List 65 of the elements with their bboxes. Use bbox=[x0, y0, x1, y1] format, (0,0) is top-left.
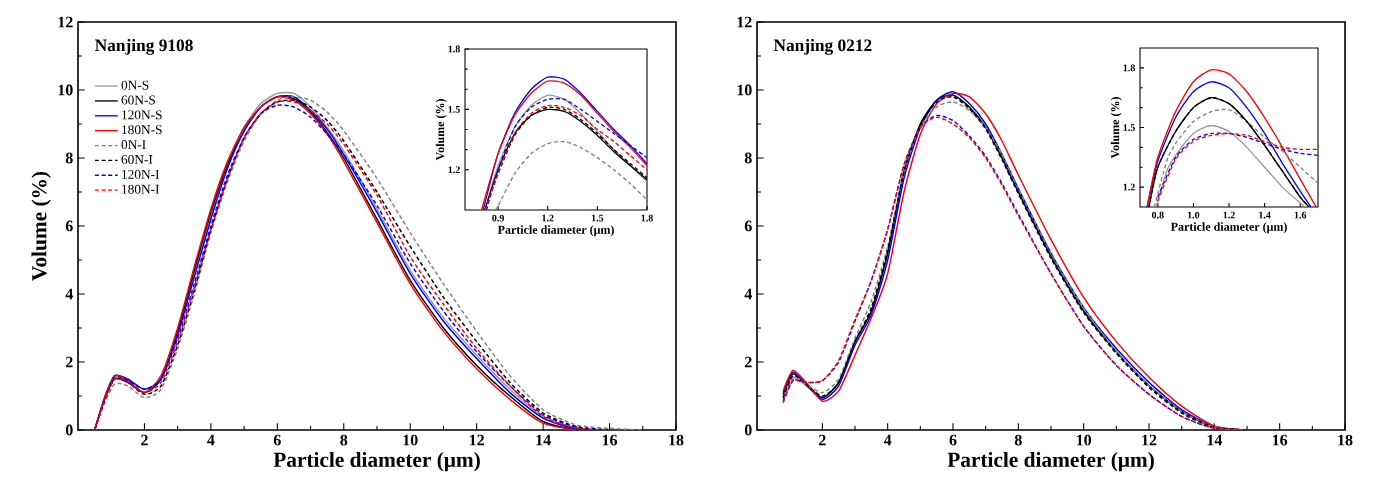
x-tick-label: 10 bbox=[403, 434, 418, 446]
x-tick-label: 18 bbox=[669, 434, 684, 446]
text: Nanjing 9108 bbox=[95, 38, 193, 55]
legend-label: 120N-S bbox=[122, 110, 162, 120]
x-tick-label: 4 bbox=[207, 434, 215, 446]
x-axis-title: Particle diameter (μm) bbox=[1170, 222, 1287, 234]
y-tick-label: 1.5 bbox=[448, 106, 460, 113]
y-tick-label: 1.2 bbox=[448, 166, 460, 174]
y-tick-label: 2 bbox=[65, 356, 73, 368]
line-series bbox=[494, 140, 648, 210]
x-tick-label: 4 bbox=[883, 434, 892, 446]
x-tick-label: 16 bbox=[602, 434, 618, 446]
x-tick-label: 14 bbox=[536, 434, 551, 446]
y-tick-label: 1.5 bbox=[1123, 124, 1135, 131]
x-tick-label: 6 bbox=[273, 434, 281, 446]
x-tick-label: 1.2 bbox=[542, 214, 554, 222]
y-tick-label: 0 bbox=[65, 424, 73, 436]
legend-label: 180N-S bbox=[122, 125, 162, 135]
x-tick-label: 1.6 bbox=[1294, 211, 1307, 219]
x-tick-label: 12 bbox=[469, 434, 484, 446]
y-tick-label: 1.8 bbox=[448, 45, 460, 53]
legend-label: 0N-S bbox=[121, 80, 149, 90]
x-tick-label: 1.8 bbox=[641, 214, 653, 222]
y-tick-label: 2 bbox=[744, 356, 752, 368]
x-tick-label: 0.9 bbox=[492, 214, 504, 222]
x-tick-label: 14 bbox=[1207, 434, 1223, 446]
x-axis-title: Particle diameter (μm) bbox=[497, 225, 614, 237]
y-tick-label: 8 bbox=[744, 152, 752, 164]
y-tick-label: 10 bbox=[737, 84, 752, 96]
text: Nanjing 0212 bbox=[773, 38, 872, 55]
x-tick-label: 1.4 bbox=[1259, 211, 1271, 219]
x-tick-label: 8 bbox=[1014, 434, 1022, 446]
x-tick-label: 2 bbox=[819, 434, 826, 446]
x-tick-label: 0.8 bbox=[1151, 211, 1164, 219]
x-tick-label: 1.0 bbox=[1187, 211, 1200, 219]
legend-label: 60N-I bbox=[121, 154, 153, 164]
x-tick-label: 16 bbox=[1272, 434, 1288, 446]
line-series bbox=[1153, 108, 1319, 207]
x-tick-label: 1.5 bbox=[591, 214, 604, 222]
y-tick-label: 8 bbox=[65, 152, 73, 164]
legend-label: 180N-I bbox=[122, 184, 160, 194]
x-tick-label: 2 bbox=[141, 434, 148, 446]
y-axis-title: Volume (%) bbox=[31, 171, 51, 281]
y-tick-label: 0 bbox=[744, 424, 752, 436]
x-tick-label: 12 bbox=[1142, 434, 1157, 446]
x-axis-title: Particle diameter (μm) bbox=[947, 451, 1154, 472]
x-tick-label: 8 bbox=[340, 434, 348, 446]
y-tick-label: 12 bbox=[58, 16, 73, 28]
legend-label: 60N-S bbox=[121, 95, 155, 105]
x-tick-label: 6 bbox=[949, 434, 957, 446]
y-axis-title: Volume (%) bbox=[435, 99, 447, 161]
y-axis-title: Volume (%) bbox=[1110, 97, 1122, 159]
legend-label: 0N-I bbox=[121, 140, 146, 150]
x-tick-label: 10 bbox=[1076, 434, 1092, 446]
x-tick-label: 18 bbox=[1338, 434, 1353, 446]
line-series bbox=[1155, 124, 1307, 207]
y-tick-label: 10 bbox=[58, 84, 73, 96]
x-axis-title: Particle diameter (μm) bbox=[273, 451, 480, 472]
y-tick-label: 1.8 bbox=[1123, 64, 1135, 72]
y-tick-label: 12 bbox=[737, 16, 752, 28]
y-tick-label: 4 bbox=[744, 288, 752, 300]
x-tick-label: 1.2 bbox=[1223, 211, 1235, 219]
y-tick-label: 4 bbox=[65, 288, 73, 300]
y-tick-label: 1.2 bbox=[1123, 183, 1135, 191]
legend-label: 120N-I bbox=[122, 169, 160, 179]
